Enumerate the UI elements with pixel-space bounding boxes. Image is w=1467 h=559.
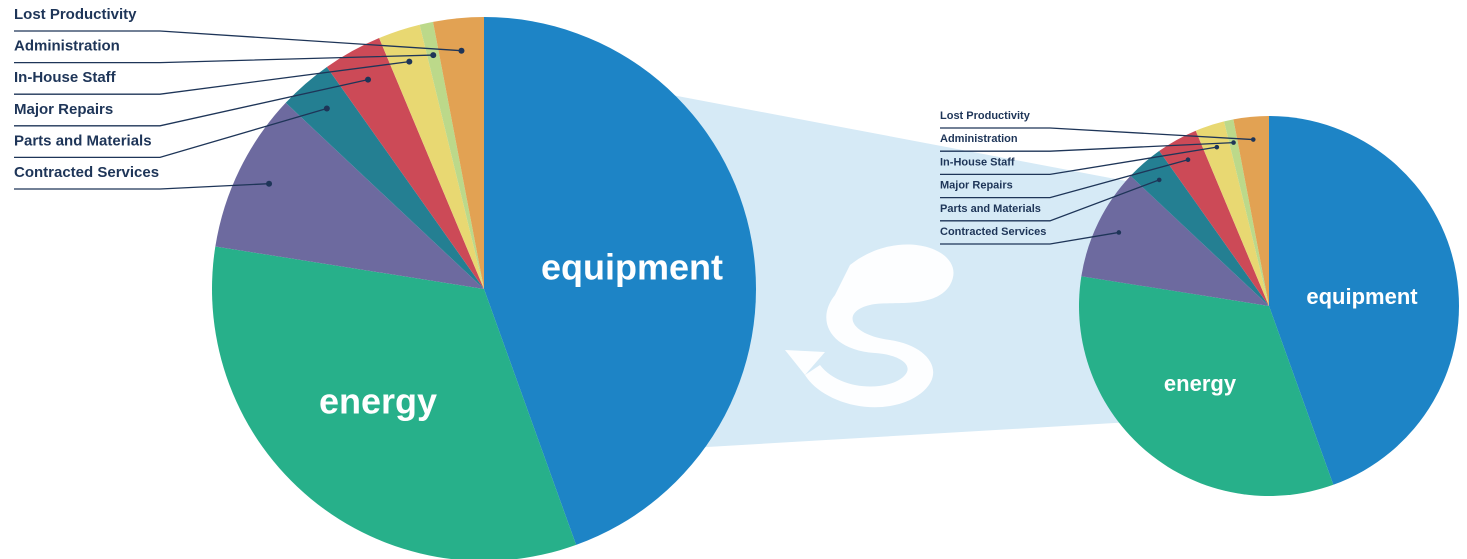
left-leader-line-major-repairs [14,78,369,127]
left-leader-line-lost-productivity [14,30,462,52]
left-leader-line-contracted-services [14,183,270,190]
right-slice-energy [1079,276,1334,496]
left-slice-lost-productivity [433,17,484,289]
left-slice-parts-and-materials [285,66,484,290]
left-leader-dot-lost-productivity [458,47,465,54]
right-leader-line-lost-productivity [940,127,1254,141]
left-slice-contracted-services [215,102,485,289]
left-slice-label-energy: energy [319,381,437,422]
left-slice-in-house-staff [379,24,484,290]
right-leader-line-in-house-staff [940,146,1217,176]
right-slice-parts-and-materials [1130,150,1269,306]
right-legend-label-parts-and-materials: Parts and Materials [940,203,1041,215]
right-slice-administration [1224,119,1269,307]
left-leader-dot-contracted-services [266,180,273,187]
right-leader-line-administration [940,141,1234,152]
left-leader-line-in-house-staff [14,60,410,95]
right-legend-label-contracted-services: Contracted Services [940,226,1046,238]
left-legend-label-administration: Administration [14,38,120,55]
right-leader-dot-major-repairs [1185,157,1191,163]
right-leader-dot-administration [1231,140,1236,145]
right-slice-in-house-staff [1195,121,1269,306]
left-slice-energy [212,246,577,559]
right-legend-label-administration: Administration [940,133,1018,145]
right-leader-dot-lost-productivity [1250,137,1256,142]
right-slice-label-energy: energy [1164,371,1237,396]
left-legend-label-contracted-services: Contracted Services [14,164,159,181]
left-slice-label-equipment: equipment [541,247,723,288]
right-legend-label-in-house-staff: In-House Staff [940,156,1015,168]
swirl-arrow-icon [785,244,954,408]
left-leader-line-administration [14,54,434,64]
left-slice-equipment [484,17,756,545]
left-leader-dot-administration [430,52,437,59]
right-legend-label-lost-productivity: Lost Productivity [940,110,1031,122]
left-leader-dot-in-house-staff [406,58,413,65]
left-slice-administration [419,21,484,289]
left-pie-chart: equipment energy Lost Productivity Administ… [14,6,756,559]
right-slice-contracted-services [1081,175,1269,306]
right-slice-lost-productivity [1233,116,1269,306]
left-legend-label-major-repairs: Major Repairs [14,101,113,118]
left-slice-major-repairs [326,38,484,289]
left-leader-line-parts-and-materials [14,107,328,159]
left-legend-label-lost-productivity: Lost Productivity [14,6,137,23]
right-slice-label-equipment: equipment [1306,284,1418,309]
right-leader-line-major-repairs [940,159,1189,199]
right-leader-line-contracted-services [940,231,1119,245]
right-leader-dot-contracted-services [1116,230,1122,235]
right-leader-line-parts-and-materials [940,179,1160,222]
right-leader-dot-in-house-staff [1214,144,1220,150]
right-legend-label-major-repairs: Major Repairs [940,180,1013,192]
left-legend-label-in-house-staff: In-House Staff [14,69,117,86]
right-pie-chart: equipment energy Lost Productivity Administ… [940,110,1460,496]
right-slice-equipment [1269,116,1460,485]
right-leader-dot-parts-and-materials [1156,177,1162,183]
right-slice-major-repairs [1159,130,1269,306]
left-leader-dot-major-repairs [365,76,372,83]
left-legend-label-parts-and-materials: Parts and Materials [14,132,152,149]
left-leader-dot-parts-and-materials [323,105,330,112]
